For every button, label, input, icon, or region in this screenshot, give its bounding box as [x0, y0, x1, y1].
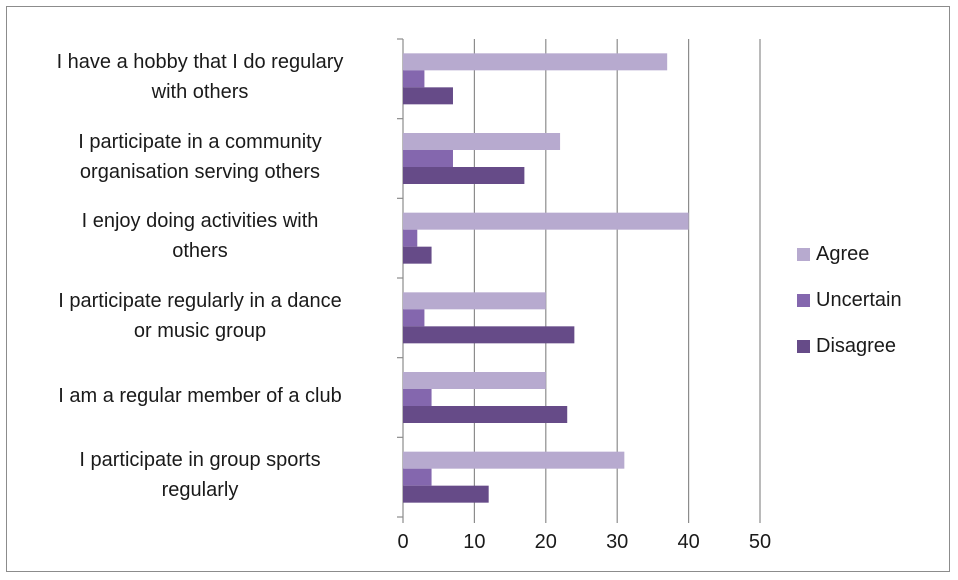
- category-label: I have a hobby that I do regulary with ot…: [15, 47, 385, 107]
- bar-uncertain-2: [403, 150, 453, 167]
- bar-disagree-4: [403, 326, 575, 344]
- category-label-line: I am a regular member of a club: [58, 384, 342, 407]
- category-label-line: regularly: [161, 479, 239, 502]
- category-label-line: I participate in group sports: [79, 449, 321, 472]
- chart-frame: I have a hobby that I do regulary with ot…: [6, 6, 950, 572]
- bar-disagree-3: [403, 246, 432, 264]
- category-label: I am a regular member of a club: [15, 381, 385, 411]
- bar-agree-2: [403, 133, 561, 150]
- bar-agree-1: [403, 53, 668, 71]
- category-label: I participate in a community organisation…: [15, 127, 385, 187]
- bar-uncertain-3: [403, 229, 418, 247]
- bar-uncertain-1: [403, 70, 425, 88]
- category-label: I participate in group sports regularly: [15, 445, 385, 505]
- legend-swatch: [797, 247, 810, 261]
- category-label-line: I have a hobby that I do regulary: [56, 50, 344, 73]
- legend-swatch: [797, 339, 810, 353]
- bar-chart: [397, 38, 761, 523]
- category-label-line: others: [172, 240, 228, 263]
- x-tick-label: 10: [463, 531, 486, 553]
- bar-disagree-6: [403, 485, 489, 503]
- x-tick-label: 0: [397, 531, 409, 553]
- bar-disagree-5: [403, 406, 568, 423]
- x-tick-label: 50: [748, 531, 772, 553]
- legend-label: Disagree: [816, 334, 897, 357]
- bar-disagree-2: [403, 167, 525, 184]
- bar-disagree-1: [403, 87, 453, 105]
- category-label: I enjoy doing activities with others: [15, 206, 385, 266]
- legend: Agree Uncertain Disagree: [797, 239, 902, 377]
- category-label-line: I enjoy doing activities with: [81, 210, 319, 233]
- bar-uncertain-6: [403, 468, 432, 486]
- category-label-line: or music group: [133, 319, 267, 342]
- category-label-line: with others: [151, 80, 249, 103]
- legend-swatch: [797, 293, 810, 307]
- category-label-line: organisation serving others: [79, 160, 321, 183]
- category-label-line: I participate regularly in a dance: [58, 289, 342, 312]
- x-tick-label: 30: [606, 531, 629, 553]
- bar-agree-3: [403, 212, 689, 230]
- bar-uncertain-5: [403, 389, 432, 406]
- bar-agree-4: [403, 292, 546, 310]
- legend-item-uncertain: Uncertain: [797, 285, 902, 315]
- category-label-line: I participate in a community: [78, 130, 322, 153]
- category-label: I participate regularly in a dance or mus…: [15, 286, 385, 346]
- bar-uncertain-4: [403, 309, 425, 327]
- bar-agree-6: [403, 451, 625, 469]
- x-tick-label: 20: [534, 531, 557, 553]
- x-tick-label: 40: [677, 531, 700, 553]
- bar-agree-5: [403, 372, 546, 389]
- legend-item-agree: Agree: [797, 239, 902, 269]
- legend-item-disagree: Disagree: [797, 331, 902, 361]
- legend-label: Uncertain: [816, 288, 902, 311]
- legend-label: Agree: [816, 242, 870, 265]
